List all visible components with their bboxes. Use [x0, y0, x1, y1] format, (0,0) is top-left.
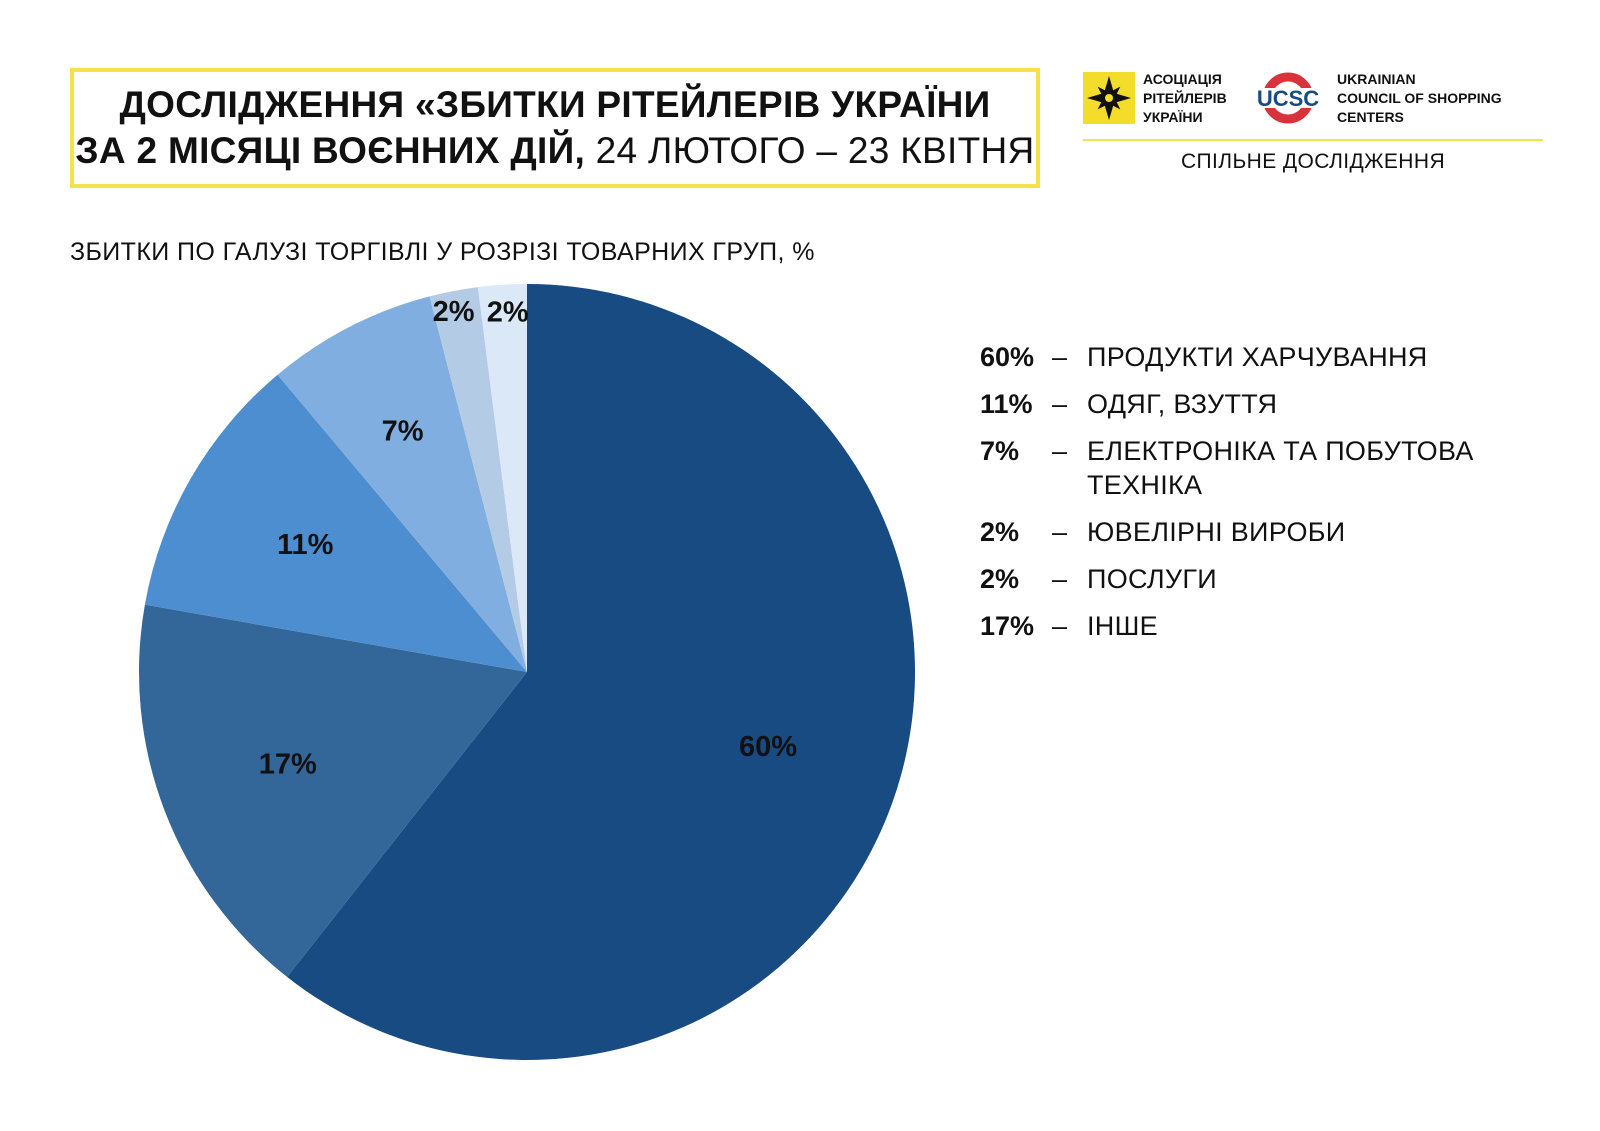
title-line-1: ДОСЛІДЖЕННЯ «ЗБИТКИ РІТЕЙЛЕРІВ УКРАЇНИ	[119, 84, 991, 125]
pie-slice-label: 11%	[277, 529, 334, 561]
chart-title: ЗБИТКИ ПО ГАЛУЗІ ТОРГІВЛІ У РОЗРІЗІ ТОВА…	[70, 238, 815, 266]
pie-slice	[277, 296, 527, 672]
chart-legend: 60% – ПРОДУКТИ ХАРЧУВАННЯ 11% – ОДЯГ, ВЗУТТЯ 7…	[980, 340, 1580, 656]
ucsc-mark-text: UCSC	[1257, 86, 1319, 111]
legend-item-percent: 7%	[980, 436, 1020, 466]
legend-item-dash: –	[1052, 611, 1068, 641]
joint-study-label: СПІЛЬНЕ ДОСЛІДЖЕННЯ	[1180, 150, 1446, 173]
legend-item-label: ПРОДУКТИ ХАРЧУВАННЯ	[1087, 342, 1428, 372]
pie-slice	[287, 284, 916, 1060]
pie-slice-label: 17%	[259, 748, 317, 780]
retailers-association-name: АСОЦІАЦІЯ РІТЕЙЛЕРІВ УКРАЇНИ	[1143, 71, 1227, 125]
legend-item-percent: 17%	[980, 611, 1035, 641]
legend-item: 60% – ПРОДУКТИ ХАРЧУВАННЯ	[980, 340, 1580, 374]
pie-slice	[477, 284, 527, 672]
legend-item-label: ЕЛЕКТРОНІКА ТА ПОБУТОВА ТЕХНІКА	[1087, 436, 1474, 500]
legend-item: 2% – ЮВЕЛІРНІ ВИРОБИ	[980, 515, 1580, 549]
partner-logos: АСОЦІАЦІЯ РІТЕЙЛЕРІВ УКРАЇНИ UCSC UKRAIN…	[1083, 68, 1543, 138]
legend-item-label: ЮВЕЛІРНІ ВИРОБИ	[1087, 517, 1346, 547]
ucsc-logo-icon: UCSC	[1255, 72, 1321, 124]
logo-divider	[1083, 139, 1543, 141]
legend-item: 7% – ЕЛЕКТРОНІКА ТА ПОБУТОВА ТЕХНІКА	[980, 434, 1580, 502]
legend-item-dash: –	[1052, 564, 1068, 594]
legend-item-dash: –	[1052, 517, 1068, 547]
legend-item-label: ПОСЛУГИ	[1087, 564, 1218, 594]
legend-item-label: ІНШЕ	[1087, 611, 1158, 641]
legend-item-dash: –	[1052, 389, 1068, 419]
legend-item-dash: –	[1052, 436, 1068, 466]
legend-item: 2% – ПОСЛУГИ	[980, 562, 1580, 596]
legend-item-percent: 11%	[980, 389, 1033, 419]
retailers-association-logo-icon	[1083, 72, 1135, 124]
legend-item-dash: –	[1052, 342, 1068, 372]
legend-item-percent: 2%	[980, 564, 1020, 594]
pie-slice-label: 60%	[739, 731, 797, 763]
ucsc-name: UKRAINIAN COUNCIL OF SHOPPING CENTERS	[1337, 71, 1502, 125]
pie-slice	[429, 287, 527, 672]
pie-slice-label: 7%	[382, 416, 424, 448]
legend-item-percent: 60%	[980, 342, 1035, 372]
legend-item: 17% – ІНШЕ	[980, 609, 1580, 643]
legend-item-label: ОДЯГ, ВЗУТТЯ	[1087, 389, 1278, 419]
legend-item: 11% – ОДЯГ, ВЗУТТЯ	[980, 387, 1580, 421]
pie-slice-label: 2%	[487, 297, 529, 329]
legend-item-percent: 2%	[980, 517, 1020, 547]
pie-slice	[138, 604, 528, 977]
pie-slice-label: 2%	[433, 296, 475, 328]
title-line-2: ЗА 2 МІСЯЦІ ВОЄННИХ ДІЙ, 24 ЛЮТОГО – 23 …	[75, 130, 1035, 171]
study-title-box: ДОСЛІДЖЕННЯ «ЗБИТКИ РІТЕЙЛЕРІВ УКРАЇНИ З…	[70, 68, 1040, 188]
pie-slice	[144, 374, 527, 672]
